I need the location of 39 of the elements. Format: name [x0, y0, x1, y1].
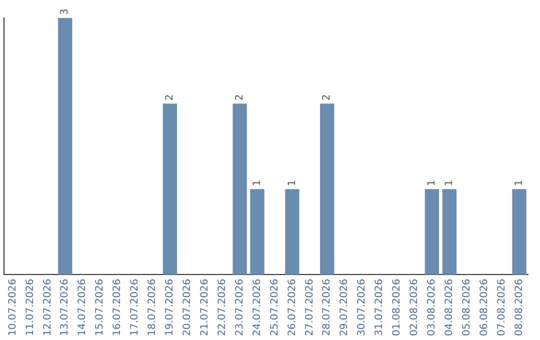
x-tick-label: 29.07.2026: [339, 278, 350, 336]
x-tick-label: 25.07.2026: [269, 278, 280, 336]
x-tick-label: 23.07.2026: [234, 278, 246, 336]
x-tick-label: 28.07.2026: [322, 278, 333, 336]
x-tick-label: 15.07.2026: [94, 278, 106, 336]
x-tick-label: 08.08.2026: [514, 278, 525, 336]
x-tick-label: 17.07.2026: [130, 278, 141, 336]
x-tick-label: 16.07.2026: [112, 278, 124, 336]
x-tick-label: 24.07.2026: [252, 278, 263, 336]
x-tick-label: 21.07.2026: [199, 278, 210, 336]
x-tick-label: 01.08.2026: [392, 278, 403, 336]
x-tick-label: 20.07.2026: [182, 278, 193, 336]
x-tick-label: 03.08.2026: [426, 278, 438, 336]
x-tick-label: 04.08.2026: [444, 278, 455, 336]
x-tick-label: 02.08.2026: [409, 278, 420, 336]
data-label: 1: [286, 180, 298, 186]
x-tick-label: 18.07.2026: [147, 278, 158, 336]
x-tick-label: 26.07.2026: [286, 278, 298, 336]
x-tick-label: 27.07.2026: [304, 278, 316, 336]
x-tick-label: 19.07.2026: [164, 278, 176, 336]
x-tick-label: 30.07.2026: [356, 278, 368, 336]
data-label: 2: [322, 94, 333, 101]
x-tick-label: 05.08.2026: [461, 278, 472, 336]
data-label: 2: [234, 94, 246, 101]
x-tick-label: 11.07.2026: [24, 278, 36, 336]
x-tick-label: 14.07.2026: [77, 278, 88, 336]
data-label: 1: [514, 180, 525, 186]
x-tick-label: 06.08.2026: [478, 278, 490, 336]
x-tick-label: 31.07.2026: [374, 278, 386, 336]
data-label: 1: [426, 180, 438, 186]
x-tick-label: 10.07.2026: [7, 278, 18, 336]
x-tick-label: 22.07.2026: [216, 278, 228, 336]
data-label: 1: [252, 180, 263, 186]
data-label: 2: [164, 94, 176, 101]
data-label: 3: [60, 8, 71, 15]
x-tick-label: 12.07.2026: [42, 278, 54, 336]
x-tick-label: 07.08.2026: [496, 278, 508, 336]
data-label: 1: [444, 180, 455, 186]
x-tick-label: 13.07.2026: [60, 278, 71, 336]
